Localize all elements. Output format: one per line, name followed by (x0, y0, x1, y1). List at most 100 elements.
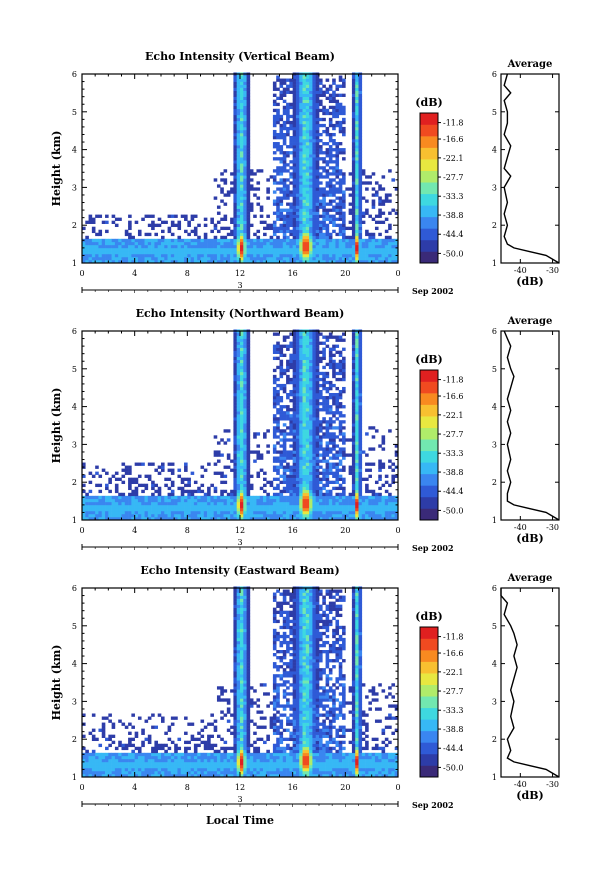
heatmap-cell (233, 187, 238, 191)
heatmap-cell (200, 474, 205, 478)
heatmap-cell (289, 438, 293, 442)
heatmap-cell (243, 405, 247, 409)
heatmap-cell (351, 344, 356, 348)
heatmap-cell (335, 187, 340, 191)
heatmap-cell (128, 492, 132, 497)
heatmap-cell (236, 492, 241, 497)
heatmap-cell (312, 447, 317, 451)
heatmap-cell (302, 408, 307, 412)
heatmap-cell (332, 501, 336, 506)
heatmap-cell (299, 426, 303, 430)
heatmap-cell (312, 399, 317, 403)
heatmap-cell (105, 471, 109, 475)
heatmap-cell (187, 477, 191, 481)
heatmap-cell (184, 256, 188, 261)
heatmap-cell (305, 169, 310, 173)
heatmap-cell (193, 256, 198, 261)
heatmap-cell (289, 102, 293, 107)
heatmap-cell (286, 178, 290, 182)
heatmap-cell (312, 429, 317, 433)
heatmap-cell (305, 359, 310, 364)
heatmap-cell (246, 256, 251, 261)
heatmap-cell (292, 220, 297, 224)
heatmap-cell (157, 495, 162, 500)
heatmap-cell (263, 253, 267, 258)
heatmap-cell (174, 495, 178, 500)
heatmap-cell (384, 199, 389, 203)
heatmap-cell (358, 129, 363, 134)
heatmap-cell (243, 96, 247, 101)
heatmap-cell (134, 244, 139, 249)
heatmap-cell (309, 123, 313, 128)
heatmap-cell (332, 420, 336, 424)
heatmap-cell (230, 510, 234, 515)
heatmap-cell (292, 96, 297, 101)
heatmap-cell (319, 166, 323, 170)
heatmap-cell (292, 139, 297, 143)
heatmap-cell (226, 456, 231, 460)
heatmap-cell (246, 114, 251, 119)
heatmap-cell (286, 202, 290, 206)
heatmap-cell (378, 259, 382, 264)
heatmap-cell (342, 178, 346, 182)
heatmap-cell (351, 377, 356, 382)
heatmap-cell (134, 489, 139, 494)
heatmap-cell (246, 142, 251, 146)
heatmap-cell (243, 471, 247, 475)
heatmap-cell (134, 492, 139, 497)
heatmap-cell (128, 250, 132, 255)
heatmap-cell (355, 396, 359, 400)
heatmap-cell (388, 235, 392, 240)
heatmap-cell (299, 232, 303, 237)
heatmap-cell (338, 338, 343, 342)
heatmap-cell (187, 510, 191, 515)
heatmap-cell (338, 453, 343, 457)
heatmap-cell (338, 84, 343, 88)
heatmap-cell (240, 462, 244, 466)
heatmap-cell (371, 193, 376, 197)
heatmap-cell (233, 435, 238, 439)
heatmap-cell (95, 498, 99, 503)
heatmap-cell (279, 208, 284, 212)
heatmap-cell (286, 510, 290, 515)
heatmap-cell (368, 507, 372, 512)
heatmap-cell (335, 196, 340, 200)
heatmap-cell (305, 417, 310, 421)
heatmap-cell (88, 250, 93, 255)
heatmap-cell (355, 468, 359, 472)
heatmap-cell (210, 217, 214, 221)
heatmap-cell (305, 435, 310, 439)
heatmap-cell (203, 498, 208, 503)
heatmap-cell (128, 477, 132, 481)
heatmap-cell (161, 244, 165, 249)
heatmap-cell (374, 492, 379, 497)
heatmap-cell (286, 154, 290, 158)
heatmap-cell (292, 132, 297, 137)
heatmap-cell (240, 202, 244, 206)
heatmap-cell (82, 244, 86, 249)
heatmap-cell (312, 129, 317, 134)
heatmap-cell (131, 495, 135, 500)
heatmap-cell (233, 417, 238, 421)
heatmap-cell (322, 93, 326, 97)
heatmap-cell (289, 507, 293, 512)
heatmap-cell (282, 256, 287, 261)
heatmap-cell (309, 408, 313, 412)
heatmap-cell (361, 495, 366, 500)
heatmap-cell (184, 516, 188, 521)
heatmap-cell (351, 356, 356, 361)
heatmap-cell (374, 226, 379, 231)
heatmap-cell (286, 456, 290, 460)
heatmap-cell (220, 217, 224, 221)
heatmap-cell (223, 241, 228, 246)
heatmap-cell (371, 247, 376, 252)
heatmap-cell (272, 468, 277, 472)
heatmap-cell (233, 235, 238, 240)
heatmap-cell (292, 84, 297, 88)
heatmap-cell (203, 468, 208, 472)
heatmap-cell (289, 145, 293, 149)
heatmap-cell (351, 160, 356, 164)
heatmap-cell (302, 108, 307, 113)
heatmap-cell (319, 108, 323, 113)
heatmap-cell (118, 492, 122, 497)
